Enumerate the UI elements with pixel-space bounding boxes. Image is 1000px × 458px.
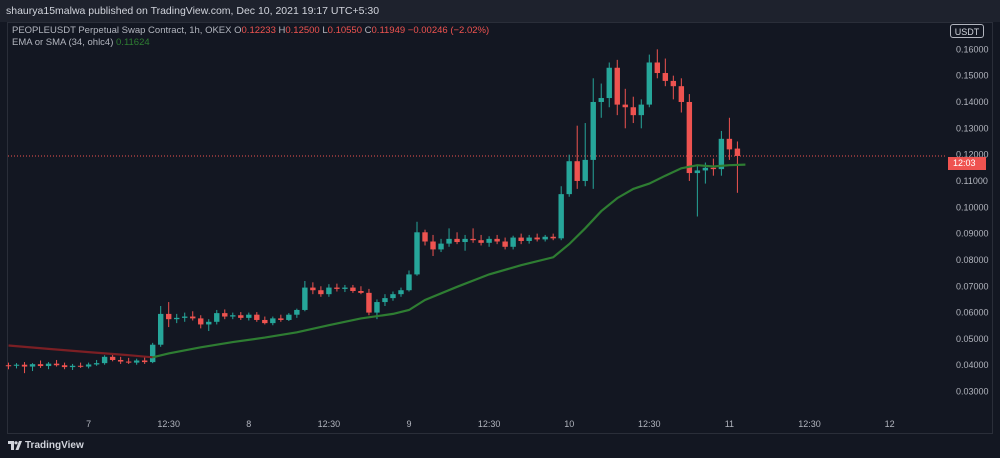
close-value: 0.11949 (371, 25, 406, 36)
footer (0, 434, 1000, 458)
low-value: 0.10550 (327, 25, 362, 36)
high-value: 0.12500 (285, 25, 320, 36)
indicator-value: 0.11624 (116, 37, 150, 48)
symbol-name: PEOPLEUSDT Perpetual Swap Contract, 1h, … (12, 25, 232, 36)
low-key: L (322, 25, 328, 36)
last-price-countdown: 12:03 (948, 157, 986, 170)
currency-selector[interactable]: USDT (950, 24, 984, 38)
high-key: H (278, 25, 286, 36)
indicator-legend[interactable]: EMA or SMA (34, ohlc4) 0.11624 (12, 37, 150, 48)
symbol-legend: PEOPLEUSDT Perpetual Swap Contract, 1h, … (12, 25, 489, 36)
close-key: C (364, 25, 372, 36)
publish-header: shaurya15malwa published on TradingView.… (0, 0, 1000, 22)
open-value: 0.12233 (241, 25, 276, 36)
change-value: −0.00246 (−2.02%) (407, 25, 490, 36)
tradingview-logo-icon (8, 441, 22, 450)
open-key: O (234, 25, 242, 36)
indicator-name: EMA or SMA (34, ohlc4) (12, 37, 114, 48)
chart-frame (7, 22, 993, 434)
publish-info: shaurya15malwa published on TradingView.… (6, 5, 380, 17)
tradingview-brand: TradingView (25, 440, 84, 451)
